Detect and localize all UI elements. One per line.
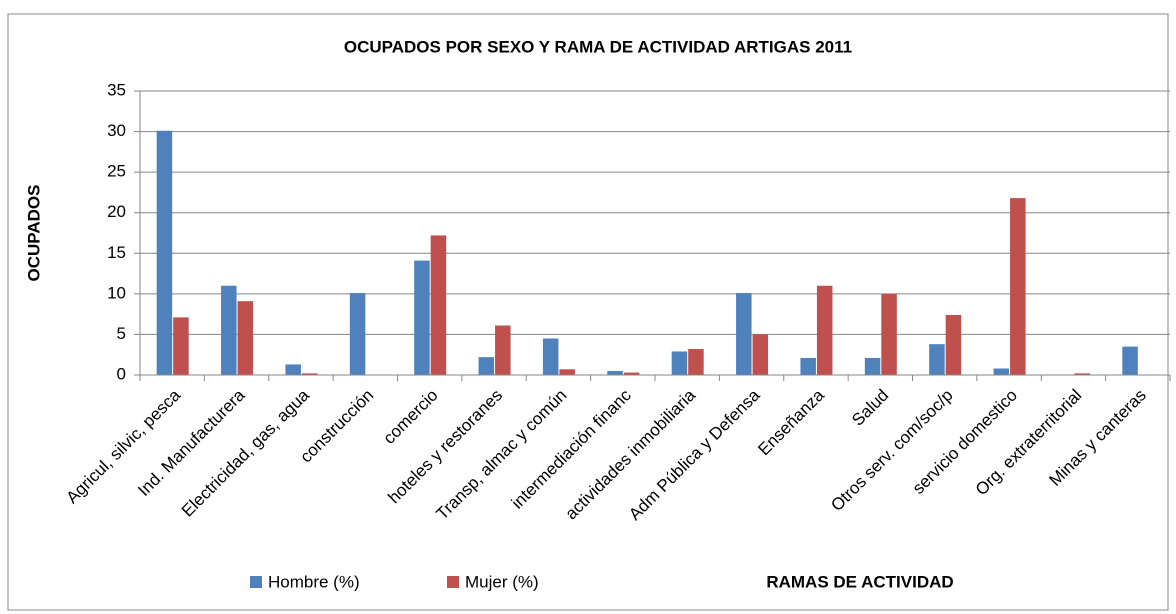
bar [623,372,640,375]
bar [156,130,173,375]
bar [237,301,254,375]
bar [414,260,430,375]
bar [173,317,189,375]
bar [816,285,833,375]
bar [1010,198,1026,375]
y-axis-title: OCUPADOS [24,185,43,282]
chart-title: OCUPADOS POR SEXO Y RAMA DE ACTIVIDAD AR… [344,37,852,56]
legend-label: Hombre (%) [268,572,360,591]
x-axis-title: RAMAS DE ACTIVIDAD [766,572,953,591]
chart-frame [7,13,1169,611]
bar [881,293,897,375]
y-tick-label: 35 [107,80,126,99]
bar [495,325,511,375]
bar [430,235,447,375]
bar [478,357,495,375]
bar [688,349,704,375]
legend-swatch [447,576,459,588]
bar [800,357,816,375]
bar [1122,346,1138,375]
legend-swatch [250,576,262,588]
bar [1074,373,1090,375]
bar [736,293,752,375]
y-tick-label: 25 [107,162,126,181]
legend-label: Mujer (%) [465,572,539,591]
bar [993,368,1010,375]
bar [929,344,945,375]
bar [542,338,559,375]
bar [221,285,237,375]
y-tick-label: 10 [107,283,126,302]
bar [301,373,318,375]
bar [671,351,688,375]
bar [752,334,769,375]
bar [285,364,301,375]
y-tick-label: 0 [117,364,126,383]
bar [349,293,366,375]
y-tick-label: 30 [107,121,126,140]
bar [864,357,881,375]
bar [945,314,962,375]
y-tick-label: 15 [107,243,126,262]
y-tick-label: 20 [107,202,126,221]
y-tick-label: 5 [117,324,126,343]
bar [607,370,623,375]
bar [559,369,575,375]
